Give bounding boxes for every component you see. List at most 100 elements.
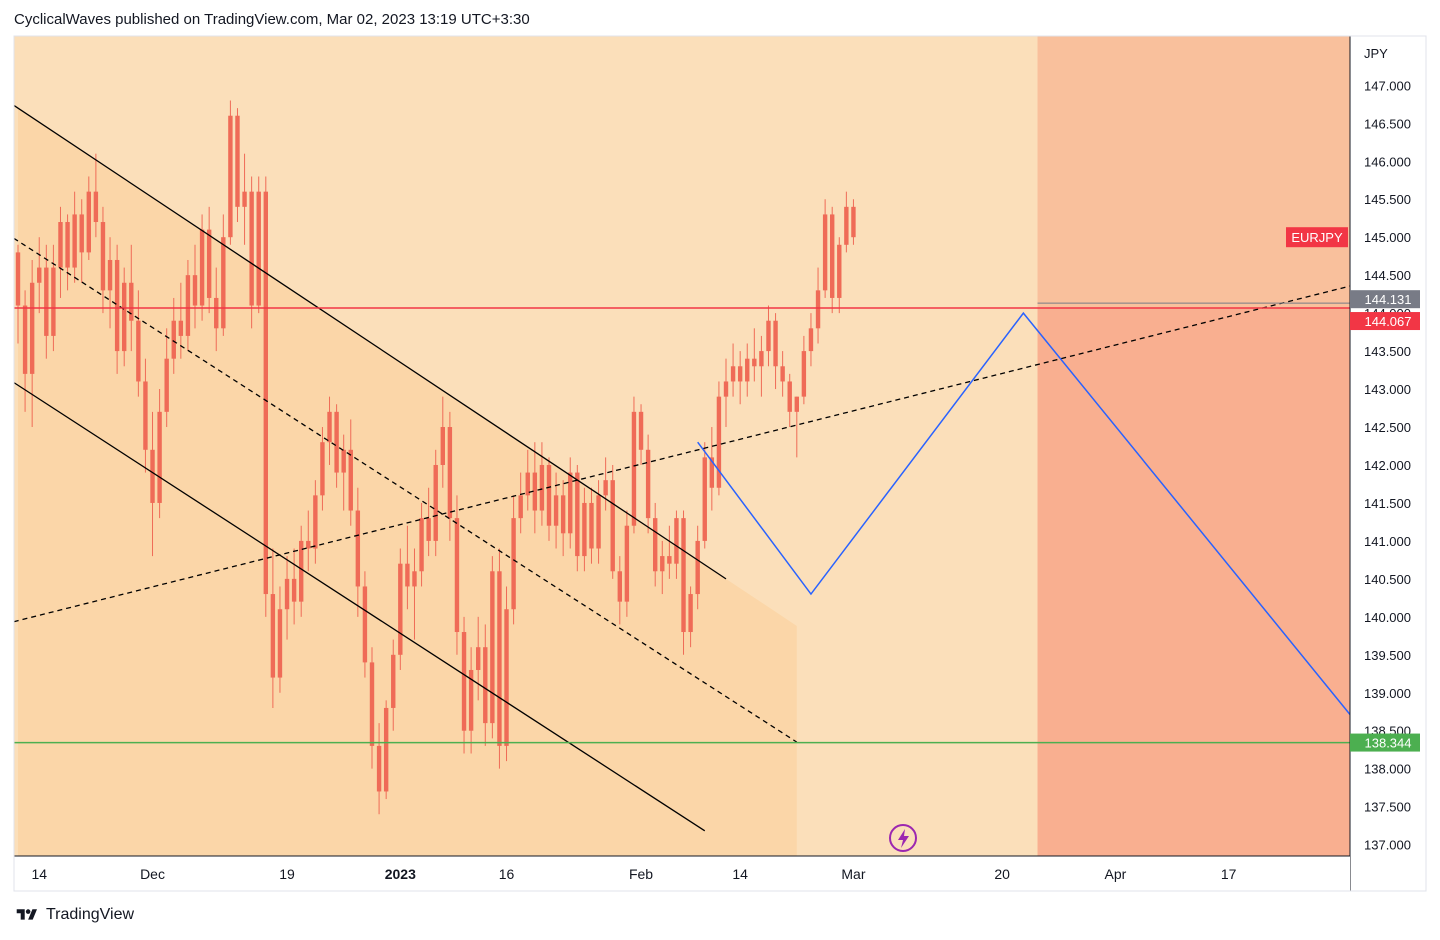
price-tick-label: 142.000: [1364, 458, 1411, 473]
support-label-text: 138.344: [1365, 736, 1412, 751]
candle-body: [653, 518, 658, 572]
candle-body: [79, 214, 84, 253]
candle-body: [65, 222, 70, 268]
candle: [383, 700, 389, 800]
channel-upper-line: [13, 104, 727, 580]
candle: [214, 267, 219, 352]
candle: [419, 502, 424, 587]
candle: [398, 548, 403, 670]
candle-body: [44, 267, 49, 336]
candle-body: [631, 411, 637, 526]
candle: [51, 244, 56, 352]
candle: [560, 480, 566, 557]
price-tick-label: 142.500: [1364, 420, 1411, 435]
candle: [681, 510, 686, 655]
candle-body: [178, 320, 184, 336]
candle-body: [348, 449, 353, 511]
candle: [815, 267, 821, 344]
lightning-icon: [898, 829, 909, 848]
candle: [525, 449, 530, 511]
currency-label: JPY: [1364, 46, 1388, 61]
rising-trend-line: [13, 282, 1364, 623]
candle: [433, 449, 438, 557]
candle-body: [745, 358, 750, 382]
candle-body: [617, 571, 622, 602]
candle-body: [270, 594, 276, 678]
candle: [476, 616, 481, 701]
last-price-label: 144.131: [1350, 290, 1420, 309]
candle: [610, 464, 615, 579]
candle-body: [383, 707, 389, 792]
candle: [270, 548, 276, 708]
candle: [327, 396, 332, 465]
candle: [242, 153, 247, 245]
forecast-zone-lower: [1037, 308, 1350, 856]
candle-body: [391, 654, 396, 708]
candle: [391, 639, 396, 731]
candle: [801, 335, 807, 405]
candle: [114, 244, 120, 374]
price-tick-label: 143.000: [1364, 382, 1411, 397]
candle: [29, 259, 35, 428]
candle-body: [284, 578, 290, 610]
candle-body: [603, 480, 608, 496]
candle-body: [440, 427, 445, 465]
candle: [745, 343, 750, 397]
candle-body: [235, 115, 240, 207]
candle-body: [100, 222, 106, 291]
candle-body: [136, 320, 141, 382]
candle: [277, 586, 283, 693]
candle: [22, 290, 28, 412]
candle: [412, 548, 417, 640]
candle-body: [624, 525, 630, 602]
candle: [100, 206, 106, 314]
candle: [660, 540, 665, 595]
candle-body: [837, 244, 842, 298]
price-tick-label: 140.000: [1364, 610, 1411, 625]
candle: [667, 525, 672, 579]
time-axis[interactable]: 14 Dec 19 2023 16 Feb 14 Mar 20 Apr 17: [14, 855, 1350, 891]
time-tick-label: 17: [1221, 866, 1237, 882]
price-tick-label: 140.500: [1364, 572, 1411, 587]
candle: [185, 259, 191, 352]
candle-body: [759, 351, 764, 367]
candle-body: [72, 214, 77, 268]
candle: [483, 624, 488, 746]
candle-body: [582, 502, 587, 557]
candle-body: [851, 206, 856, 238]
price-tick-label: 141.500: [1364, 496, 1411, 511]
candle: [143, 358, 148, 473]
candle-body: [299, 540, 304, 602]
candle: [653, 502, 658, 587]
price-tick-label: 143.500: [1364, 344, 1411, 359]
candle-body: [610, 480, 615, 572]
candle-body: [667, 556, 672, 564]
drawing-tools: [13, 104, 1364, 832]
candle-body: [674, 518, 679, 564]
candle-body: [596, 495, 601, 549]
alert-lightning-button[interactable]: [889, 824, 917, 852]
candle: [730, 343, 736, 397]
candle-body: [483, 647, 488, 724]
candle-body: [107, 259, 113, 291]
tradingview-footer[interactable]: TradingView: [14, 906, 134, 924]
candle: [808, 313, 814, 367]
symbol-label-bg: [1286, 227, 1348, 248]
candle: [86, 176, 91, 260]
symbol-label: EURJPY: [1286, 227, 1348, 248]
time-tick-label: Feb: [629, 866, 653, 882]
candle: [221, 214, 226, 336]
candle: [822, 199, 828, 298]
candle: [129, 244, 134, 352]
price-axis[interactable]: JPY 147.000 146.500 146.000 145.500 145.000 14…: [1349, 36, 1426, 891]
candle-body: [780, 366, 785, 382]
candle-body: [830, 214, 835, 298]
candle: [58, 206, 63, 298]
candle-body: [221, 237, 226, 329]
price-tick-label: 137.500: [1364, 800, 1411, 815]
support-label: 138.344: [1350, 733, 1420, 752]
candle: [766, 305, 771, 367]
candle-body: [539, 464, 545, 511]
candle: [157, 389, 162, 519]
